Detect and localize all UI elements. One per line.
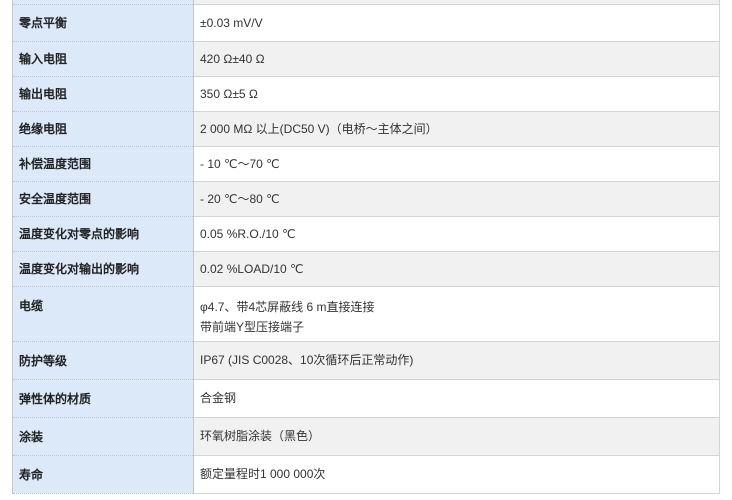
spec-value-text: 420 Ω±40 Ω (200, 51, 265, 66)
spec-value: - 20 ℃～80 ℃ (193, 181, 720, 217)
table-row: 温度变化对零点的影响 0.05 %R.O./10 ℃ (12, 216, 720, 252)
spec-label: 补偿温度范围 (12, 146, 194, 182)
table-row: 输出电阻 350 Ω±5 Ω (12, 76, 720, 112)
spec-value-text: 额定量程时1 000 000次 (200, 467, 326, 481)
table-row: 零点平衡 ±0.03 mV/V (12, 4, 720, 42)
table-row: 补偿温度范围 - 10 ℃～70 ℃ (12, 146, 720, 182)
spec-value: 2 000 MΩ 以上(DC50 V)（电桥～主体之间） (193, 111, 720, 147)
spec-table: 零点平衡 ±0.03 mV/V 输入电阻 420 Ω±40 Ω 输出电阻 350 Ω±5 … (12, 0, 720, 494)
spec-label: 电缆 (12, 286, 194, 342)
table-row: 安全温度范围 - 20 ℃～80 ℃ (12, 181, 720, 217)
spec-value-text: φ4.7、带4芯屏蔽线 6 m直接连接 (200, 299, 375, 314)
spec-value: 额定量程时1 000 000次 (193, 455, 720, 494)
spec-value-text-2: 带前端Y型压接端子 (200, 319, 305, 334)
spec-value-text: - 20 ℃～80 ℃ (200, 191, 280, 206)
spec-value: 0.02 %LOAD/10 ℃ (193, 251, 720, 287)
spec-label: 零点平衡 (12, 4, 194, 42)
table-row: 防护等级 IP67 (JIS C0028、10次循环后正常动作) (12, 341, 720, 380)
table-row: 涂装 环氧树脂涂装（黑色） (12, 417, 720, 456)
spec-label: 绝缘电阻 (12, 111, 194, 147)
spec-value: 0.05 %R.O./10 ℃ (193, 216, 720, 252)
spec-label: 温度变化对零点的影响 (12, 216, 194, 252)
spec-value: 环氧树脂涂装（黑色） (193, 417, 720, 456)
table-row: 温度变化对输出的影响 0.02 %LOAD/10 ℃ (12, 251, 720, 287)
spec-value: 合金钢 (193, 379, 720, 418)
spec-label: 弹性体的材质 (12, 379, 194, 418)
spec-value-text: 0.02 %LOAD/10 ℃ (200, 261, 304, 276)
table-row: 寿命 额定量程时1 000 000次 (12, 455, 720, 494)
spec-label (12, 0, 194, 5)
table-row: 输入电阻 420 Ω±40 Ω (12, 41, 720, 77)
spec-value: - 10 ℃～70 ℃ (193, 146, 720, 182)
table-row (12, 0, 720, 5)
spec-value-text: 合金钢 (200, 391, 237, 405)
spec-value-text: - 10 ℃～70 ℃ (200, 156, 280, 171)
spec-value-text: 350 Ω±5 Ω (200, 86, 258, 101)
spec-value: 350 Ω±5 Ω (193, 76, 720, 112)
spec-value: φ4.7、带4芯屏蔽线 6 m直接连接 带前端Y型压接端子 (193, 286, 720, 342)
spec-label: 温度变化对输出的影响 (12, 251, 194, 287)
spec-label: 寿命 (12, 455, 194, 494)
spec-value: IP67 (JIS C0028、10次循环后正常动作) (193, 341, 720, 380)
spec-label: 输出电阻 (12, 76, 194, 112)
spec-value: ±0.03 mV/V (193, 4, 720, 42)
table-row: 弹性体的材质 合金钢 (12, 379, 720, 418)
spec-label: 安全温度范围 (12, 181, 194, 217)
table-row: 绝缘电阻 2 000 MΩ 以上(DC50 V)（电桥～主体之间） (12, 111, 720, 147)
spec-value-text: 0.05 %R.O./10 ℃ (200, 226, 296, 241)
spec-value (193, 0, 720, 5)
table-row: 电缆 φ4.7、带4芯屏蔽线 6 m直接连接 带前端Y型压接端子 (12, 286, 720, 342)
spec-value-text: 2 000 MΩ 以上(DC50 V)（电桥～主体之间） (200, 121, 438, 136)
spec-label: 防护等级 (12, 341, 194, 380)
spec-value: 420 Ω±40 Ω (193, 41, 720, 77)
spec-value-text: 环氧树脂涂装（黑色） (200, 429, 321, 443)
spec-label: 涂装 (12, 417, 194, 456)
spec-label: 输入电阻 (12, 41, 194, 77)
spec-value-text: IP67 (JIS C0028、10次循环后正常动作) (200, 353, 414, 367)
spec-value-text: ±0.03 mV/V (200, 15, 263, 30)
